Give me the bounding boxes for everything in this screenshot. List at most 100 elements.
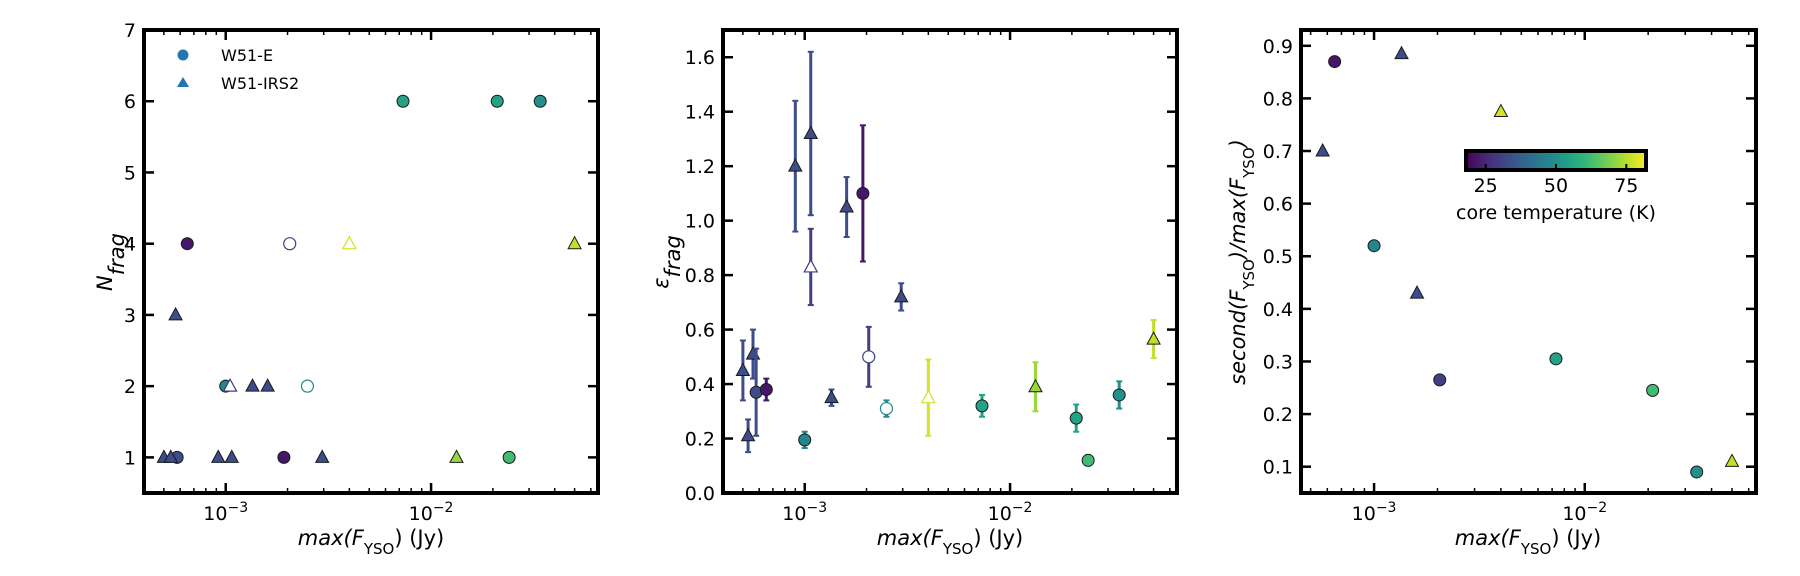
circle-point xyxy=(490,94,504,108)
panel-n-frag-frame xyxy=(142,28,600,495)
colorbar: 25 50 75 core temperature (K) xyxy=(1456,149,1656,224)
panel-epsilon-frag-frame xyxy=(721,28,1179,495)
panel-flux-ratio-frame xyxy=(1299,28,1758,495)
y-tick-label: 1.2 xyxy=(685,156,715,178)
colorbar-tick-label: 50 xyxy=(1544,175,1568,197)
circle-point xyxy=(180,237,194,251)
circle-point xyxy=(975,399,989,413)
open-triangle-point xyxy=(341,235,357,250)
y-tick-label: 1.6 xyxy=(685,47,715,69)
y-tick-label: 0.4 xyxy=(685,374,715,396)
colorbar-ticks: 25 50 75 xyxy=(1474,164,1638,197)
circle-point xyxy=(1433,373,1447,387)
circle-point xyxy=(1549,352,1563,366)
y-tick-label: 0.9 xyxy=(1263,36,1293,58)
y-tick-label: 0.0 xyxy=(685,483,715,505)
x-tick-label: 10−3 xyxy=(782,500,827,525)
y-tick-label: 1 xyxy=(124,447,136,469)
y-tick-label: 7 xyxy=(124,20,136,42)
panel-n-frag-x-axis-label: max(FYSO) (Jy) xyxy=(298,526,444,558)
panel-n-frag-marks xyxy=(156,94,582,464)
triangle-point xyxy=(1394,45,1409,60)
y-tick-label: 0.6 xyxy=(1263,194,1293,216)
panel-n-frag-legend: W51-E W51-IRS2 xyxy=(177,46,299,93)
y-tick-label: 0.8 xyxy=(1263,88,1293,110)
triangle-point xyxy=(803,125,819,139)
y-tick-label: 0.8 xyxy=(685,265,715,287)
panel-flux-ratio-marks xyxy=(1315,45,1740,479)
x-tick-label: 10−2 xyxy=(1562,500,1607,525)
open-circle-point xyxy=(862,350,876,364)
colorbar-tick-label: 25 xyxy=(1474,175,1498,197)
open-triangle-point xyxy=(803,258,819,273)
circle-point xyxy=(1690,465,1704,479)
y-tick-label: 0.6 xyxy=(685,320,715,342)
colorbar-tick-label: 75 xyxy=(1614,175,1638,197)
panel-flux-ratio-y-axis-label: second(FYSO)/max(FYSO) xyxy=(1226,139,1258,385)
panel-n-frag-ticks: 1 2 3 4 5 6 7 10−3 10−2 xyxy=(124,20,598,525)
x-tick-label: 10−2 xyxy=(988,500,1033,525)
y-tick-label: 0.4 xyxy=(1263,299,1293,321)
triangle-point xyxy=(1146,331,1161,345)
triangle-point xyxy=(787,158,803,172)
triangle-point xyxy=(1724,453,1740,467)
circle-point xyxy=(1328,55,1342,69)
triangle-point xyxy=(210,449,226,463)
panel-n-frag-y-axis-label: Nfrag xyxy=(93,233,129,291)
open-circle-point xyxy=(283,237,297,251)
y-tick-label: 3 xyxy=(124,305,136,327)
open-circle-point xyxy=(300,379,315,393)
circle-point xyxy=(1069,411,1083,425)
y-tick-label: 6 xyxy=(124,91,136,113)
triangle-point xyxy=(260,378,275,392)
panel-n-frag: 1 2 3 4 5 6 7 10−3 10−2 W51-E W51-IRS2 max(FYSO)… xyxy=(93,20,600,558)
triangle-point xyxy=(163,449,179,463)
open-triangle-point xyxy=(920,389,936,404)
legend-label-w51-irs2: W51-IRS2 xyxy=(221,74,299,93)
triangle-point xyxy=(740,427,756,442)
triangle-point xyxy=(168,306,183,321)
panel-epsilon-frag-ticks: 0.0 0.2 0.4 0.6 0.8 1.0 1.2 1.4 1.6 10−3 10−2 xyxy=(685,30,1177,525)
triangle-point xyxy=(567,235,582,250)
y-tick-label: 0.2 xyxy=(1263,404,1293,426)
circle-point xyxy=(798,433,812,447)
open-circle-point xyxy=(879,401,894,416)
triangle-point xyxy=(824,389,839,404)
y-tick-label: 0.3 xyxy=(1263,351,1293,373)
open-triangle-point xyxy=(222,377,238,392)
circle-point xyxy=(1112,388,1126,402)
triangle-point xyxy=(245,378,260,392)
y-tick-label: 0.5 xyxy=(1263,246,1293,268)
legend-label-w51-e: W51-E xyxy=(221,46,273,65)
y-tick-label: 4 xyxy=(124,234,136,256)
circle-point xyxy=(1367,239,1381,253)
circle-point xyxy=(396,94,410,108)
panel-flux-ratio: 0.1 0.2 0.3 0.4 0.5 0.6 0.7 0.8 0.9 10−3 10−2 25 50… xyxy=(1226,28,1758,558)
triangle-point xyxy=(449,449,464,463)
legend-marker-w51-irs2 xyxy=(177,77,189,87)
triangle-point xyxy=(735,362,751,376)
y-tick-label: 0.7 xyxy=(1263,141,1293,163)
circle-point xyxy=(1081,453,1095,467)
y-tick-label: 5 xyxy=(124,162,136,184)
triangle-point xyxy=(839,198,854,213)
y-tick-label: 0.1 xyxy=(1263,457,1293,479)
circle-point xyxy=(1646,383,1660,397)
panel-epsilon-frag-y-axis-label: εfrag xyxy=(649,235,685,289)
y-tick-label: 1.4 xyxy=(685,102,715,124)
y-tick-label: 0.2 xyxy=(685,429,715,451)
circle-point xyxy=(502,450,516,464)
x-tick-label: 10−2 xyxy=(409,500,454,525)
colorbar-label: core temperature (K) xyxy=(1456,202,1656,224)
triangle-point xyxy=(893,288,909,303)
panel-epsilon-frag-marks xyxy=(735,50,1161,467)
legend-marker-w51-e xyxy=(177,49,189,61)
circle-point xyxy=(277,450,291,464)
panel-epsilon-frag-x-axis-label: max(FYSO) (Jy) xyxy=(877,526,1023,558)
circle-point xyxy=(856,186,870,200)
circle-point xyxy=(533,94,547,108)
triangle-point xyxy=(1315,142,1330,157)
x-tick-label: 10−3 xyxy=(1352,500,1397,525)
triangle-point xyxy=(1409,285,1425,299)
